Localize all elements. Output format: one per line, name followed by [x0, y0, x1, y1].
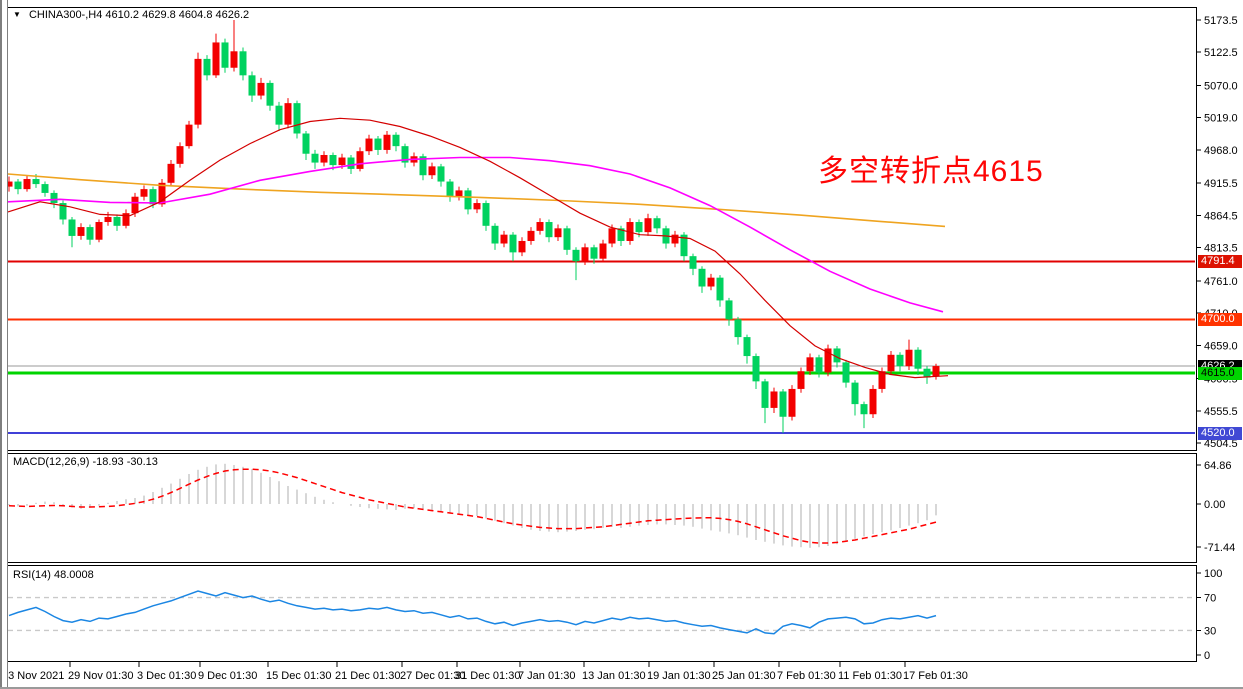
svg-text:64.86: 64.86	[1204, 460, 1232, 472]
svg-text:15 Dec 01:30: 15 Dec 01:30	[266, 670, 331, 682]
svg-text:0.00: 0.00	[1204, 499, 1225, 511]
candles	[5, 20, 940, 433]
svg-text:-71.44: -71.44	[1204, 542, 1235, 554]
symbol-timeframe: CHINA300-,H4	[28, 9, 103, 21]
macd-indicator-label: MACD(12,26,9) -18.93 -30.13	[13, 456, 158, 468]
svg-text:4915.5: 4915.5	[1204, 178, 1238, 190]
svg-text:4864.5: 4864.5	[1204, 210, 1238, 222]
svg-text:5070.0: 5070.0	[1204, 80, 1238, 92]
macd-signal-line	[8, 468, 937, 544]
svg-text:0: 0	[1204, 650, 1210, 662]
svg-text:4813.5: 4813.5	[1204, 243, 1238, 255]
panel-macd	[7, 453, 1197, 563]
svg-text:23 Nov 2021: 23 Nov 2021	[2, 670, 64, 682]
macd-name: MACD(12,26,9)	[13, 456, 90, 468]
svg-text:5122.5: 5122.5	[1204, 47, 1238, 59]
ma_red-line	[7, 117, 949, 379]
svg-text:27 Dec 01:30: 27 Dec 01:30	[400, 670, 465, 682]
svg-text:9 Dec 01:30: 9 Dec 01:30	[198, 670, 257, 682]
window-left-border[interactable]	[0, 0, 8, 687]
chart-title: ▼ CHINA300-,H4 4610.2 4629.8 4604.8 4626…	[13, 9, 249, 21]
ma_orange-line	[7, 173, 946, 228]
price-level-badge: 4615.0	[1198, 366, 1242, 380]
price-level-badge: 4520.0	[1198, 426, 1242, 440]
macd-histogram	[8, 463, 937, 548]
annotation-text: 多空转折点4615	[818, 155, 1044, 188]
rsi-indicator-label: RSI(14) 48.0008	[13, 569, 94, 581]
level-lines	[8, 260, 1195, 435]
svg-text:5019.0: 5019.0	[1204, 113, 1238, 125]
svg-text:4659.0: 4659.0	[1204, 340, 1238, 352]
svg-text:29 Nov 01:30: 29 Nov 01:30	[68, 670, 133, 682]
svg-text:4504.5: 4504.5	[1204, 438, 1238, 450]
panel-main	[7, 7, 1197, 451]
svg-text:21 Dec 01:30: 21 Dec 01:30	[335, 670, 400, 682]
svg-text:31 Dec 01:30: 31 Dec 01:30	[455, 670, 520, 682]
svg-text:4555.5: 4555.5	[1204, 406, 1238, 418]
price-level-badge: 4791.4	[1198, 255, 1242, 269]
panel-rsi	[7, 565, 1197, 662]
ohlc-values: 4610.2 4629.8 4604.8 4626.2	[105, 9, 250, 21]
ma_magenta-line	[7, 156, 944, 313]
svg-text:19 Jan 01:30: 19 Jan 01:30	[647, 670, 711, 682]
macd-values: -18.93 -30.13	[92, 456, 158, 468]
svg-text:7 Feb 01:30: 7 Feb 01:30	[777, 670, 836, 682]
svg-text:3 Dec 01:30: 3 Dec 01:30	[137, 670, 196, 682]
rsi-line	[8, 590, 937, 635]
svg-text:70: 70	[1204, 593, 1216, 605]
svg-text:11 Feb 01:30: 11 Feb 01:30	[838, 670, 902, 682]
rsi-value: 48.0008	[53, 569, 94, 581]
svg-text:5173.5: 5173.5	[1204, 15, 1238, 27]
svg-text:30: 30	[1204, 625, 1216, 637]
time-axis[interactable]: 23 Nov 2021 29 Nov 01:30 3 Dec 01:30 9 Dec …	[2, 661, 968, 682]
price-axis[interactable]: 5173.5 5122.5 5070.0 5019.0 4968.0 4915.5 4864…	[1196, 15, 1238, 662]
svg-text:7 Jan 01:30: 7 Jan 01:30	[518, 670, 576, 682]
expand-arrow-icon[interactable]: ▼	[13, 10, 21, 19]
svg-text:100: 100	[1204, 568, 1222, 580]
svg-text:4968.0: 4968.0	[1204, 145, 1238, 157]
svg-text:4761.0: 4761.0	[1204, 276, 1238, 288]
svg-text:25 Jan 01:30: 25 Jan 01:30	[712, 670, 776, 682]
price-level-badge: 4700.0	[1198, 312, 1242, 326]
svg-text:13 Jan 01:30: 13 Jan 01:30	[582, 670, 646, 682]
svg-text:17 Feb 01:30: 17 Feb 01:30	[903, 670, 968, 682]
rsi-name: RSI(14)	[13, 569, 51, 581]
